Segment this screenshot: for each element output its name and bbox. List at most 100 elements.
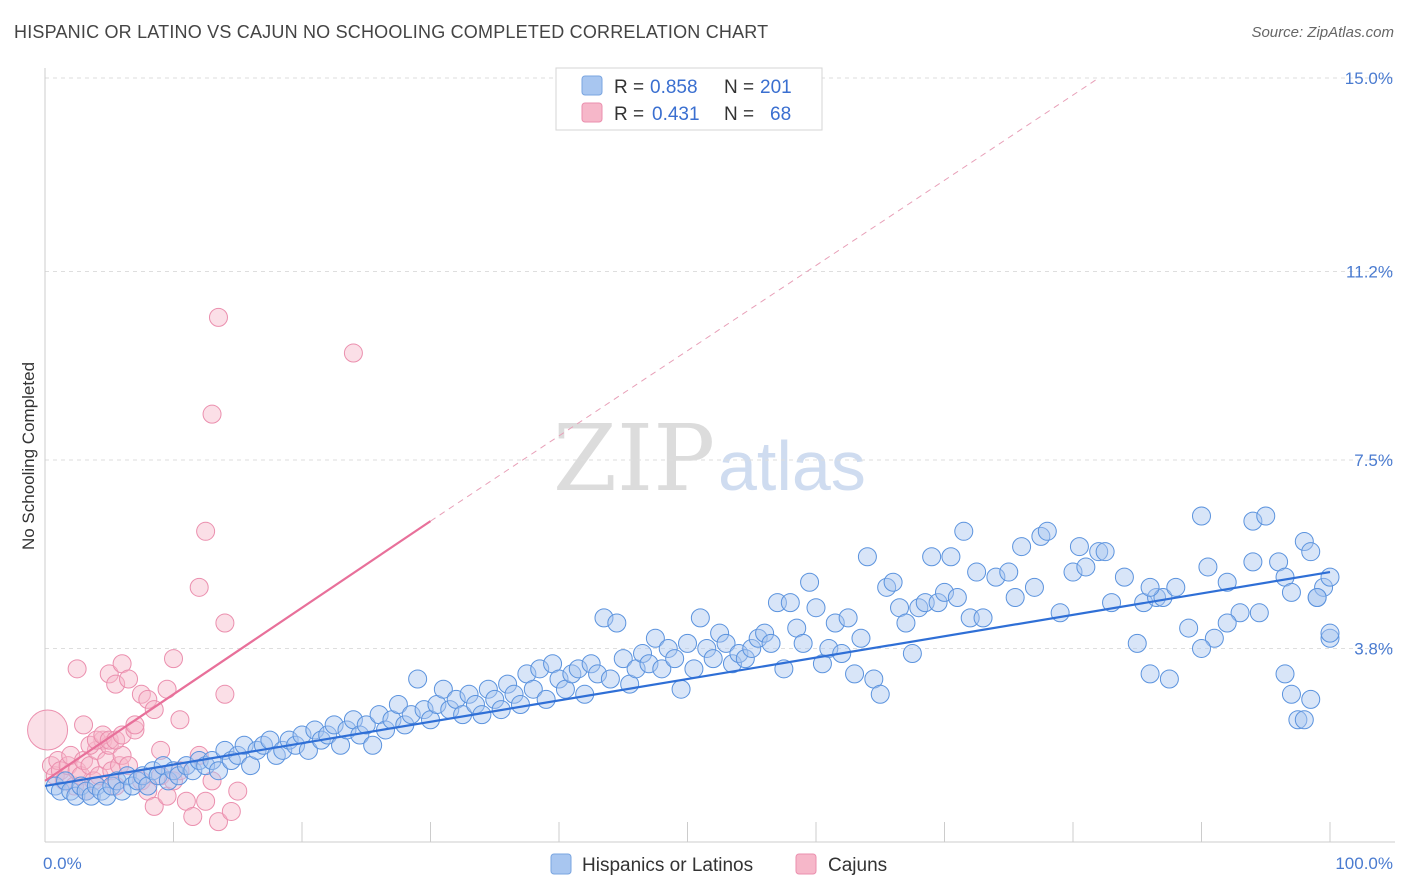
- hispanic-point: [102, 776, 122, 796]
- hispanic-point: [883, 572, 903, 592]
- watermark-atlas: atlas: [718, 427, 866, 505]
- hispanic-point: [1063, 562, 1083, 582]
- legend-swatch-hispanic: [581, 75, 603, 96]
- hispanic-point: [716, 633, 736, 653]
- legend-r-value-hispanic: 0.858: [650, 77, 698, 98]
- hispanic-point: [1320, 628, 1340, 648]
- hispanic-point: [504, 684, 524, 704]
- cajun-point: [215, 684, 235, 704]
- top-legend[interactable]: R = 0.858 N = 201 R = 0.431 N = 68: [555, 67, 823, 131]
- axes: [44, 68, 1395, 843]
- hispanic-point: [433, 679, 453, 699]
- hispanic-point: [954, 521, 974, 541]
- tick-labels: 3.8% 7.5% 11.2% 15.0% 0.0% 100.0%: [43, 69, 1393, 873]
- gridlines: [45, 77, 1395, 649]
- hispanic-point: [1140, 664, 1160, 684]
- cajun-point: [74, 715, 94, 735]
- hispanic-point: [1256, 506, 1276, 526]
- legend-swatch-cajun: [581, 102, 603, 123]
- hispanic-point: [76, 781, 96, 801]
- hispanic-point: [588, 664, 608, 684]
- cajun-point: [215, 613, 235, 633]
- hispanic-point: [722, 654, 742, 674]
- watermark-zip: ZIP: [553, 405, 715, 512]
- hispanic-point: [902, 644, 922, 664]
- hispanic-point: [703, 649, 723, 669]
- hispanic-point: [1089, 542, 1109, 562]
- hispanic-point: [613, 649, 633, 669]
- cajun-point: [343, 343, 363, 363]
- hispanic-point: [1281, 684, 1301, 704]
- legend-n-label-cajun: N =: [724, 104, 754, 125]
- hispanic-point: [169, 766, 189, 786]
- hispanic-point: [1320, 567, 1340, 587]
- cajun-point: [189, 577, 209, 597]
- hispanic-point: [324, 715, 344, 735]
- hispanic-point: [107, 771, 127, 791]
- y-axis-title: No Schooling Completed: [19, 362, 38, 550]
- cajun-point: [41, 756, 61, 776]
- hispanic-point: [928, 593, 948, 613]
- bottom-legend-label-cajun: Cajuns: [828, 855, 887, 876]
- cajun-point: [106, 674, 126, 694]
- hispanic-point: [523, 679, 543, 699]
- hispanic-point: [665, 649, 685, 669]
- hispanic-point: [549, 669, 569, 689]
- hispanic-point: [1230, 603, 1250, 623]
- source-label[interactable]: Source: ZipAtlas.com: [1251, 24, 1394, 41]
- cajun-point: [99, 664, 119, 684]
- hispanic-point: [1217, 613, 1237, 633]
- hispanic-point: [838, 608, 858, 628]
- hispanic-point: [1037, 521, 1057, 541]
- hispanic-point: [459, 684, 479, 704]
- cajun-point: [183, 807, 203, 827]
- hispanic-point: [1031, 526, 1051, 546]
- cajun-point: [125, 715, 145, 735]
- hispanic-point: [138, 776, 158, 796]
- cajun-point: [221, 801, 241, 821]
- hispanic-point: [305, 720, 325, 740]
- y-tick-label: 3.8%: [1354, 639, 1393, 658]
- hispanic-point: [1159, 669, 1179, 689]
- hispanic-points: [45, 506, 1340, 806]
- hispanic-trend-line: [44, 570, 1331, 788]
- cajun-point: [202, 404, 222, 424]
- hispanic-point: [510, 694, 530, 714]
- cajun-point: [164, 649, 183, 669]
- hispanic-point: [122, 776, 142, 796]
- cajun-point: [164, 771, 183, 791]
- hispanic-point: [1179, 618, 1199, 638]
- legend-r-value-cajun: 0.431: [652, 104, 700, 125]
- hispanic-point: [1166, 577, 1186, 597]
- hispanic-point: [196, 756, 216, 776]
- hispanic-point: [1076, 557, 1096, 577]
- bottom-legend[interactable]: Hispanics or Latinos Cajuns: [550, 853, 887, 876]
- cajun-point: [97, 751, 117, 771]
- hispanic-point: [967, 562, 987, 582]
- cajun-point: [138, 689, 158, 709]
- hispanic-point: [414, 700, 434, 720]
- hispanic-point: [941, 547, 961, 567]
- hispanic-point: [81, 786, 101, 806]
- legend-r-label-hispanic: R =: [614, 77, 644, 98]
- hispanic-point: [562, 664, 582, 684]
- hispanic-point: [388, 694, 408, 714]
- hispanic-point: [234, 735, 254, 755]
- hispanic-point: [581, 654, 601, 674]
- hispanic-point: [1140, 577, 1160, 597]
- cajun-point: [131, 684, 151, 704]
- cajun-point: [208, 812, 228, 832]
- hispanic-point: [877, 577, 897, 597]
- hispanic-point: [97, 786, 117, 806]
- hispanic-point: [66, 786, 86, 806]
- hispanic-point: [1204, 628, 1224, 648]
- hispanic-point: [922, 547, 942, 567]
- hispanic-point: [92, 781, 112, 801]
- hispanic-point: [1275, 664, 1295, 684]
- cajun-point: [196, 791, 216, 811]
- hispanic-point: [356, 715, 376, 735]
- hispanic-point: [678, 633, 697, 653]
- hispanic-point: [986, 567, 1006, 587]
- hispanic-point: [825, 613, 845, 633]
